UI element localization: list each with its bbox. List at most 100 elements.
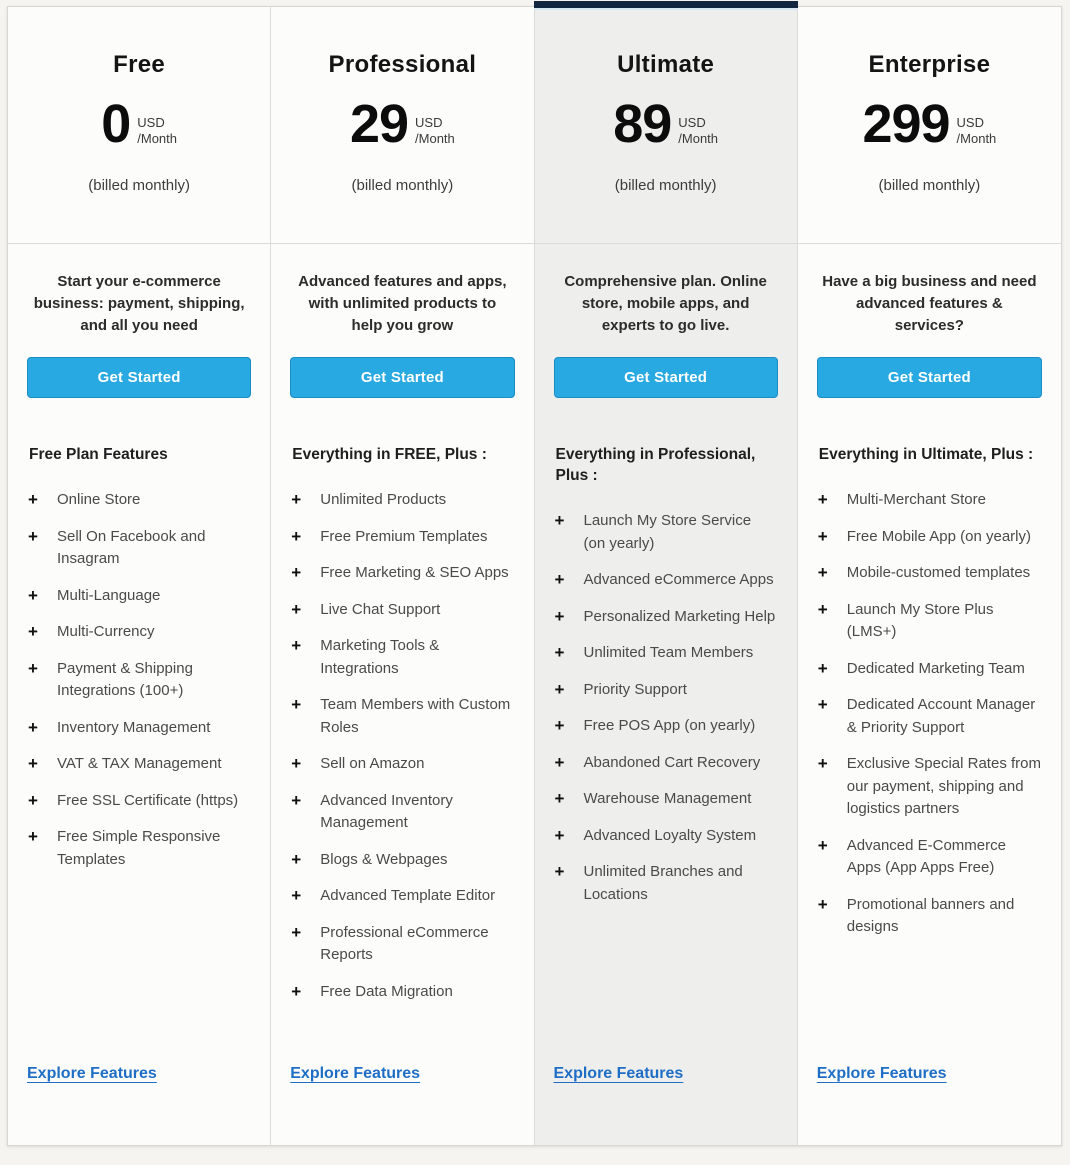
feature-text: Free Simple Responsive Templates (57, 828, 221, 868)
feature-text: Dedicated Account Manager & Priority Sup… (846, 696, 1036, 736)
feature-item: + Mobile-customed templates (818, 562, 1041, 585)
plus-icon: + (28, 526, 38, 546)
feature-item: + Free SSL Certificate (https) (28, 790, 250, 813)
billing-note: (billed monthly) (88, 177, 190, 195)
features-title: Everything in Professional, Plus : (555, 446, 756, 485)
feature-text: Multi-Language (57, 586, 161, 604)
plus-icon: + (554, 716, 565, 736)
feature-text: Free Mobile App (on yearly) (846, 527, 1031, 545)
plan-column: Free 0 USD /Month (billed monthly) Start… (8, 7, 272, 1145)
feature-item: + Free Premium Templates (291, 526, 513, 549)
plus-icon: + (817, 526, 828, 546)
feature-text: Free SSL Certificate (https) (57, 791, 239, 809)
plus-icon: + (817, 563, 828, 583)
price-unit: USD /Month (137, 115, 177, 146)
plan-column: Enterprise 299 USD /Month (billed monthl… (797, 7, 1061, 1145)
feature-item: + Advanced E-Commerce Apps (App Apps Free… (818, 835, 1041, 880)
feature-text: Unlimited Products (320, 491, 447, 509)
price-block: 89 USD /Month (535, 97, 797, 151)
price-currency: USD (956, 115, 984, 131)
feature-item: + Professional eCommerce Reports (291, 922, 513, 967)
feature-text: Exclusive Special Rates from our payment… (846, 755, 1041, 818)
plan-body: Comprehensive plan. Online store, mobile… (535, 244, 797, 1145)
plus-icon: + (291, 886, 302, 906)
plus-icon: + (291, 490, 302, 510)
price-period: /Month (678, 130, 719, 146)
get-started-button[interactable]: Get Started (816, 357, 1042, 399)
price-unit: USD /Month (415, 115, 455, 146)
feature-text: Sell On Facebook and Insagram (57, 527, 206, 568)
explore-features-link[interactable]: Explore Features (27, 1065, 157, 1082)
plan-column: Ultimate 89 USD /Month (billed monthly) … (533, 1, 798, 1145)
get-started-button[interactable]: Get Started (27, 357, 252, 399)
feature-item: + Advanced eCommerce Apps (555, 569, 777, 592)
explore-features-link[interactable]: Explore Features (553, 1065, 684, 1082)
feature-text: Advanced E-Commerce Apps (App Apps Free) (846, 836, 1006, 877)
plus-icon: + (28, 717, 38, 737)
plus-icon: + (554, 570, 565, 590)
price-period: /Month (415, 130, 455, 146)
features-title: Free Plan Features (29, 446, 168, 464)
feature-item: + Multi-Merchant Store (818, 489, 1041, 512)
feature-item: + Sell on Amazon (291, 753, 513, 776)
price-currency: USD (678, 115, 706, 131)
plus-icon: + (28, 754, 38, 774)
get-started-button[interactable]: Get Started (290, 357, 515, 399)
plus-icon: + (817, 835, 828, 855)
highlight-accent-bar (533, 1, 798, 10)
feature-item: + VAT & TAX Management (28, 753, 250, 776)
plus-icon: + (554, 752, 565, 772)
feature-text: Inventory Management (57, 718, 211, 736)
feature-text: Free Marketing & SEO Apps (320, 564, 509, 582)
feature-text: Unlimited Branches and Locations (583, 863, 743, 903)
feature-item: + Free Data Migration (291, 981, 513, 1004)
feature-text: Priority Support (583, 680, 687, 698)
plus-icon: + (28, 585, 38, 605)
plus-icon: + (554, 606, 565, 626)
features-list: + Unlimited Products + Free Premium Templat… (290, 489, 514, 1017)
explore-features-link[interactable]: Explore Features (816, 1065, 947, 1082)
plan-name: Ultimate (617, 51, 715, 78)
feature-text: Free Premium Templates (320, 527, 488, 545)
feature-item: + Free POS App (on yearly) (555, 715, 777, 738)
price-amount: 29 (349, 94, 409, 154)
plan-header: Ultimate 89 USD /Month (billed monthly) (534, 7, 797, 244)
feature-text: Advanced Loyalty System (583, 826, 757, 844)
price-unit: USD /Month (678, 115, 718, 146)
feature-item: + Dedicated Marketing Team (818, 658, 1041, 681)
feature-text: Advanced eCommerce Apps (583, 571, 774, 589)
price-amount: 0 (101, 94, 131, 154)
plus-icon: + (554, 862, 565, 882)
plus-icon: + (554, 789, 565, 809)
feature-text: Launch My Store Plus (LMS+) (846, 600, 994, 641)
plan-description: Start your e-commerce business: payment,… (33, 273, 245, 334)
feature-text: Multi-Merchant Store (846, 491, 986, 509)
plan-name: Professional (328, 51, 477, 78)
plan-name: Enterprise (868, 51, 991, 78)
plan-body: Advanced features and apps, with unlimit… (271, 244, 533, 1145)
feature-text: Unlimited Team Members (583, 644, 754, 662)
feature-text: Abandoned Cart Recovery (583, 753, 761, 771)
features-list: + Online Store + Sell On Facebook and Insag… (27, 489, 251, 885)
feature-text: Professional eCommerce Reports (320, 923, 489, 964)
plus-icon: + (28, 827, 38, 847)
plus-icon: + (554, 825, 565, 845)
feature-text: Launch My Store Service (on yearly) (583, 512, 752, 552)
plan-description: Have a big business and need advanced fe… (822, 273, 1037, 334)
explore-features-link[interactable]: Explore Features (290, 1065, 421, 1082)
price-unit: USD /Month (957, 115, 997, 146)
feature-text: Team Members with Custom Roles (320, 696, 511, 736)
feature-item: + Multi-Language (28, 585, 250, 608)
plan-name: Free (113, 51, 166, 78)
plan-header: Free 0 USD /Month (billed monthly) (8, 7, 271, 244)
feature-text: Free Data Migration (320, 982, 453, 1000)
plus-icon: + (28, 622, 38, 642)
feature-text: Blogs & Webpages (320, 850, 448, 868)
plus-icon: + (291, 526, 302, 546)
price-block: 0 USD /Month (8, 94, 270, 154)
plan-description: Advanced features and apps, with unlimit… (298, 273, 507, 334)
feature-item: + Abandoned Cart Recovery (555, 752, 777, 775)
features-list: + Launch My Store Service (on yearly) + Adv… (554, 510, 778, 920)
get-started-button[interactable]: Get Started (553, 357, 778, 399)
price-amount: 299 (862, 94, 950, 154)
